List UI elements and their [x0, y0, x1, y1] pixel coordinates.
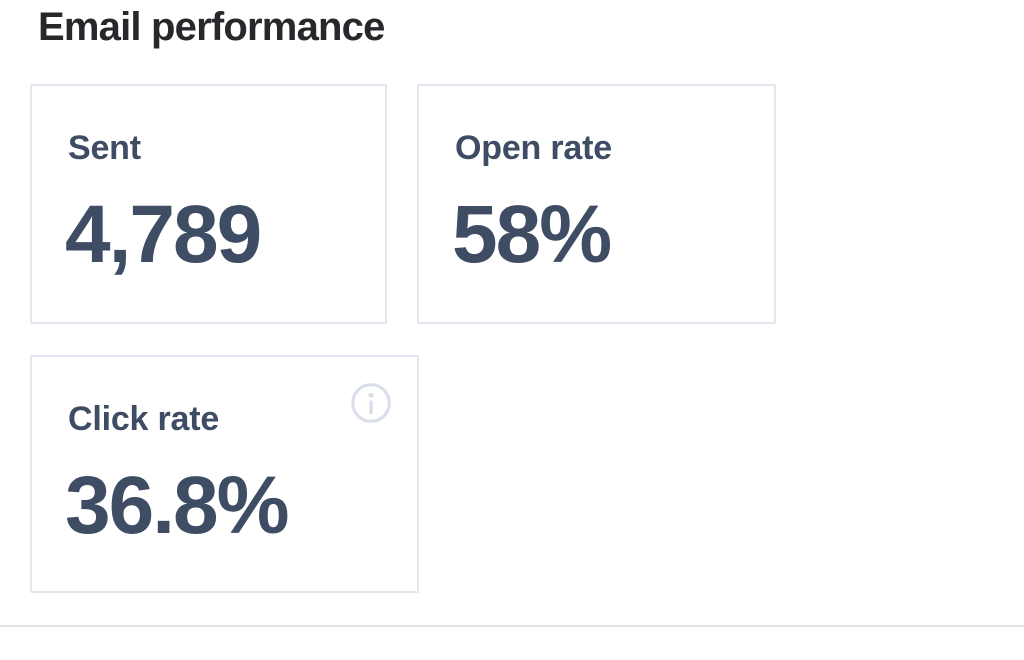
click-rate-info-button[interactable] [350, 382, 392, 424]
metric-card-sent: Sent 4,789 [30, 84, 387, 324]
open-rate-value: 58% [452, 189, 612, 280]
click-rate-value: 36.8% [65, 460, 290, 551]
open-rate-label: Open rate [455, 129, 612, 167]
sent-label: Sent [68, 129, 141, 167]
click-rate-label: Click rate [68, 400, 220, 438]
metric-card-click-rate: Click rate 36.8% [30, 355, 419, 593]
section-divider [0, 625, 1024, 627]
section-title: Email performance [38, 5, 385, 49]
info-icon [350, 382, 392, 424]
sent-value: 4,789 [65, 189, 262, 280]
metric-card-open-rate: Open rate 58% [417, 84, 776, 324]
